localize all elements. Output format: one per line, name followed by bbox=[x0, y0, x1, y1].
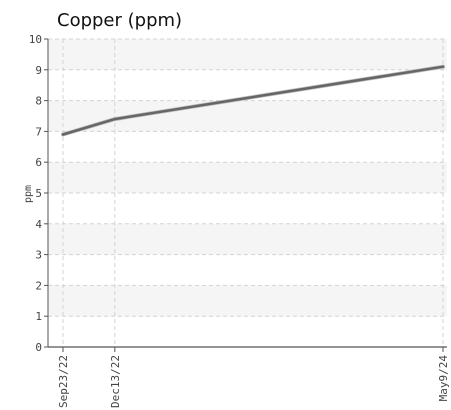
y-tick-label-5: 5 bbox=[35, 187, 42, 200]
x-tick-label-0: Sep23/22 bbox=[57, 355, 70, 408]
x-tick-label-1: Dec13/22 bbox=[109, 355, 122, 408]
data-point-0-2 bbox=[441, 65, 445, 68]
band-7 bbox=[48, 100, 447, 132]
y-tick-label-4: 4 bbox=[35, 218, 42, 231]
y-tick-label-1: 1 bbox=[35, 310, 42, 323]
band-1 bbox=[48, 285, 447, 317]
band-3 bbox=[48, 223, 447, 255]
y-tick-label-9: 9 bbox=[35, 64, 42, 77]
y-tick-label-7: 7 bbox=[35, 125, 42, 138]
series-group bbox=[61, 64, 445, 137]
y-tick-label-8: 8 bbox=[35, 95, 42, 108]
x-tick-label-2: May9/24 bbox=[437, 355, 450, 402]
data-point-0-1 bbox=[113, 117, 117, 121]
y-tick-label-0: 0 bbox=[35, 341, 42, 354]
plot-grid bbox=[48, 38, 447, 347]
band-5 bbox=[48, 162, 447, 193]
y-tick-label-10: 10 bbox=[29, 33, 42, 46]
band-9 bbox=[48, 39, 447, 70]
x-axis-ticks: Sep23/22 Dec13/22 May9/24 bbox=[57, 347, 450, 408]
y-axis-ticks: 0 1 2 3 4 5 6 7 8 9 10 bbox=[29, 33, 48, 354]
y-tick-label-6: 6 bbox=[35, 156, 42, 169]
chart-title: Copper (ppm) bbox=[57, 10, 182, 31]
y-axis-label: ppm bbox=[23, 185, 34, 203]
plot-bands bbox=[48, 39, 447, 317]
y-tick-label-2: 2 bbox=[35, 279, 42, 292]
y-tick-label-3: 3 bbox=[35, 249, 42, 262]
data-point-0-0 bbox=[61, 133, 65, 136]
